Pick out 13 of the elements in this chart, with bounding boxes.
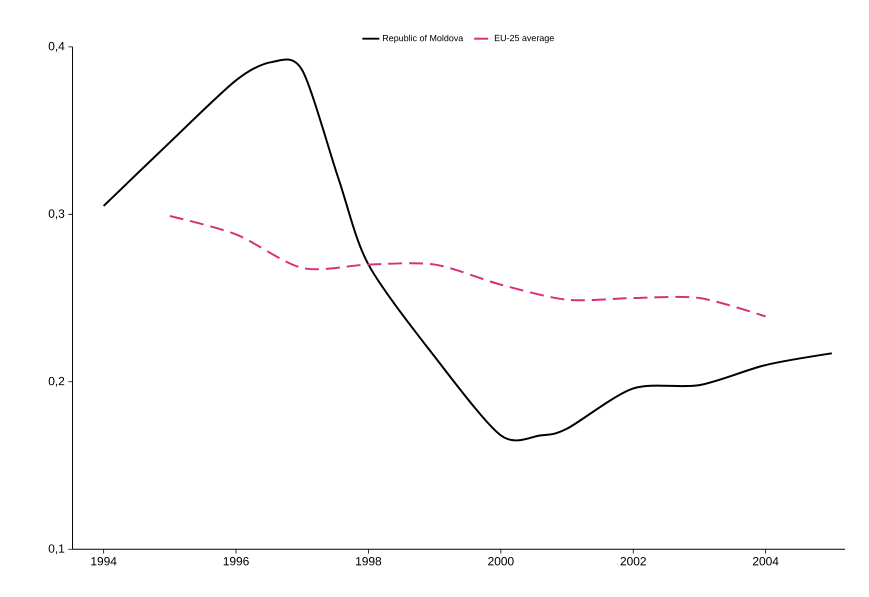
- x-tick-label: 1998: [356, 556, 382, 566]
- x-tick-label: 1994: [91, 556, 117, 566]
- y-tick-label: 0,3: [48, 209, 64, 220]
- x-tick-label: 2002: [620, 556, 646, 566]
- x-tick-label: 1996: [224, 556, 249, 566]
- x-tick-label: 2004: [752, 556, 779, 566]
- x-tick-label: 2000: [488, 556, 514, 566]
- y-tick-label: 0,2: [48, 376, 64, 387]
- line-series: [168, 214, 767, 318]
- legend-label: EU-25 average: [494, 34, 554, 43]
- y-tick-label: 0,1: [48, 544, 64, 554]
- y-tick-label: 0,4: [48, 42, 64, 52]
- legend-label: Republic of Moldova: [383, 34, 464, 43]
